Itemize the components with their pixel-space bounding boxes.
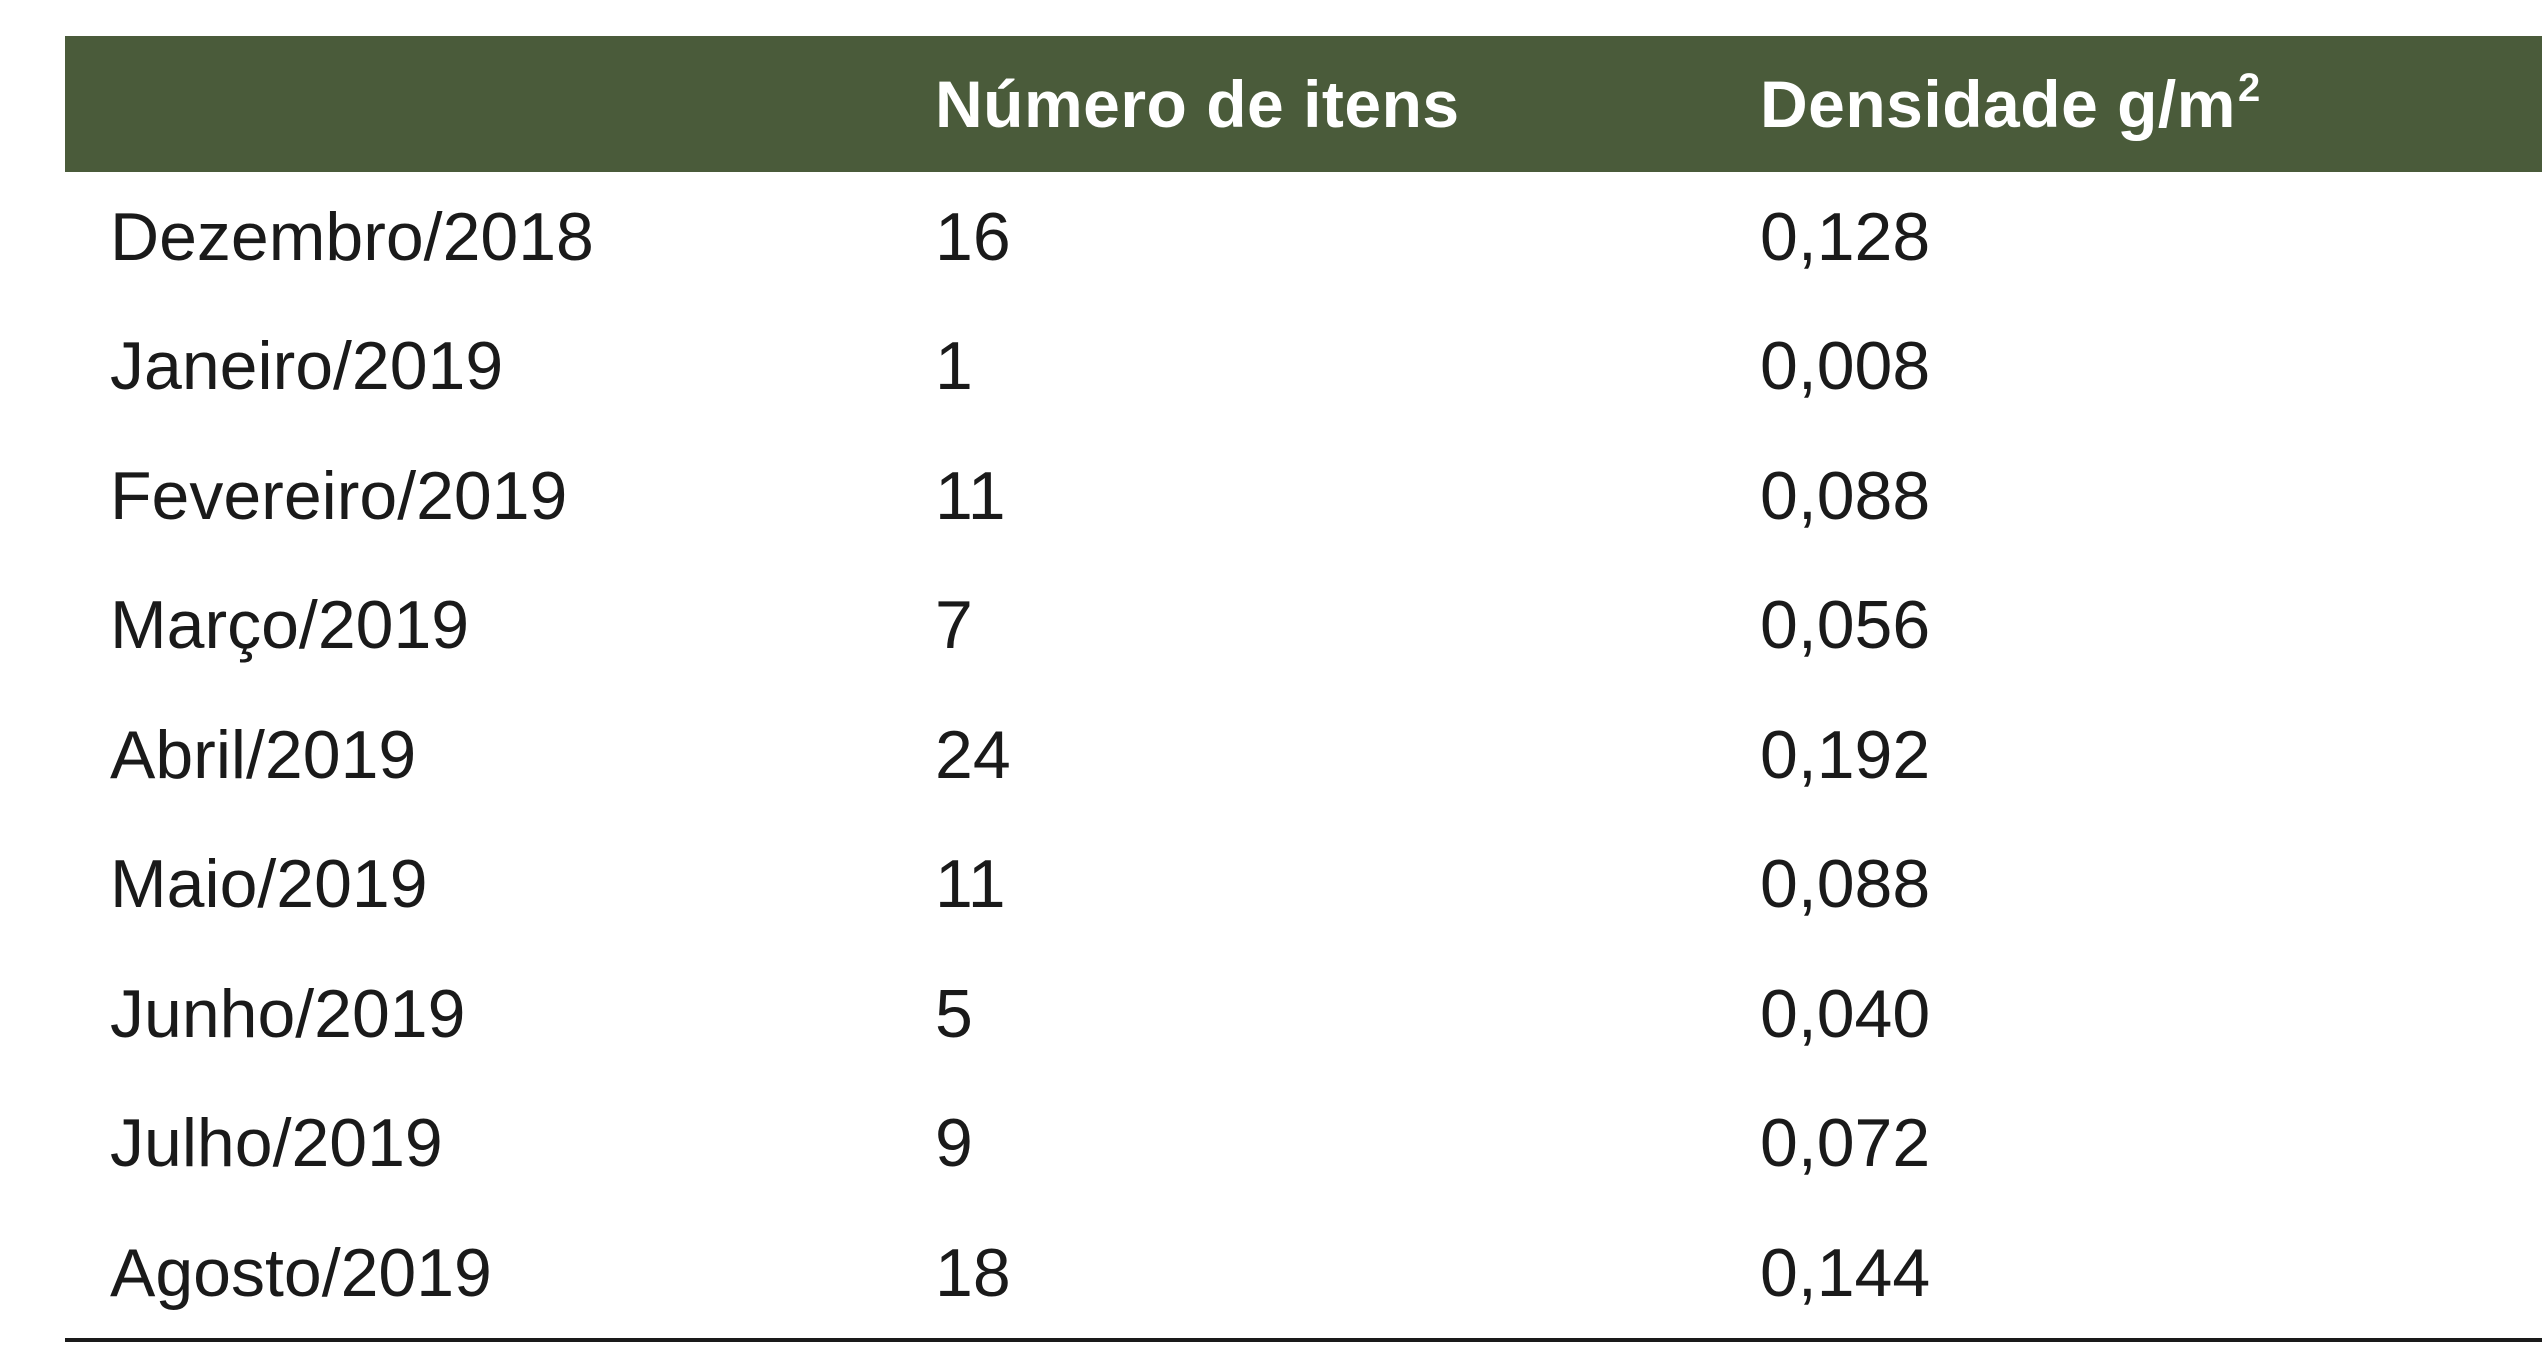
table-row: Junho/2019 5 0,040 bbox=[65, 949, 2542, 1079]
month-cell: Fevereiro/2019 bbox=[110, 457, 568, 534]
table-body: Dezembro/2018 16 0,128 Janeiro/2019 1 0,… bbox=[65, 172, 2542, 1342]
item-count-cell: 5 bbox=[935, 975, 973, 1052]
table-row: Fevereiro/2019 11 0,088 bbox=[65, 431, 2542, 561]
density-cell: 0,040 bbox=[1760, 975, 1931, 1052]
density-cell: 0,128 bbox=[1760, 198, 1931, 275]
month-cell: Julho/2019 bbox=[110, 1105, 443, 1182]
item-count-cell: 11 bbox=[935, 457, 1006, 534]
header-row: Número de itens Densidade g/m2 bbox=[65, 36, 2542, 172]
item-count-cell: 9 bbox=[935, 1105, 973, 1182]
header-density: Densidade g/m2 bbox=[1760, 36, 2542, 172]
items-density-table: Número de itens Densidade g/m2 Dezembro/… bbox=[65, 36, 2542, 1342]
item-count-cell: 7 bbox=[935, 587, 973, 664]
table-row: Julho/2019 9 0,072 bbox=[65, 1079, 2542, 1209]
month-cell: Agosto/2019 bbox=[65, 1208, 935, 1342]
item-count-cell: 16 bbox=[935, 198, 1011, 275]
table-row: Agosto/2019 18 0,144 bbox=[65, 1208, 2542, 1342]
density-cell: 0,088 bbox=[1760, 457, 1931, 534]
density-cell: 0,144 bbox=[1760, 1208, 2542, 1342]
month-cell: Dezembro/2018 bbox=[110, 198, 594, 275]
month-cell: Junho/2019 bbox=[110, 975, 466, 1052]
header-item-count: Número de itens bbox=[935, 67, 1460, 141]
density-cell: 0,072 bbox=[1760, 1105, 1931, 1182]
item-count-cell: 11 bbox=[935, 846, 1006, 923]
table-row: Maio/2019 11 0,088 bbox=[65, 820, 2542, 950]
month-cell: Março/2019 bbox=[110, 587, 470, 664]
table-row: Abril/2019 24 0,192 bbox=[65, 690, 2542, 820]
density-cell: 0,056 bbox=[1760, 587, 1931, 664]
table-header: Número de itens Densidade g/m2 bbox=[65, 36, 2542, 172]
month-cell: Abril/2019 bbox=[110, 716, 417, 793]
table-row: Março/2019 7 0,056 bbox=[65, 561, 2542, 691]
header-month bbox=[65, 36, 935, 172]
header-density-exponent: 2 bbox=[2237, 66, 2261, 110]
table-row: Dezembro/2018 16 0,128 bbox=[65, 172, 2542, 302]
header-density-label: Densidade g/m bbox=[1760, 67, 2236, 141]
density-cell: 0,192 bbox=[1760, 716, 1931, 793]
density-cell: 0,088 bbox=[1760, 846, 1931, 923]
month-cell: Janeiro/2019 bbox=[110, 328, 504, 405]
item-count-cell: 24 bbox=[935, 716, 1011, 793]
density-cell: 0,008 bbox=[1760, 328, 1931, 405]
data-table-container: Número de itens Densidade g/m2 Dezembro/… bbox=[65, 36, 2542, 1342]
table-row: Janeiro/2019 1 0,008 bbox=[65, 302, 2542, 432]
month-cell: Maio/2019 bbox=[110, 846, 428, 923]
item-count-cell: 1 bbox=[935, 328, 973, 405]
item-count-cell: 18 bbox=[935, 1208, 1760, 1342]
